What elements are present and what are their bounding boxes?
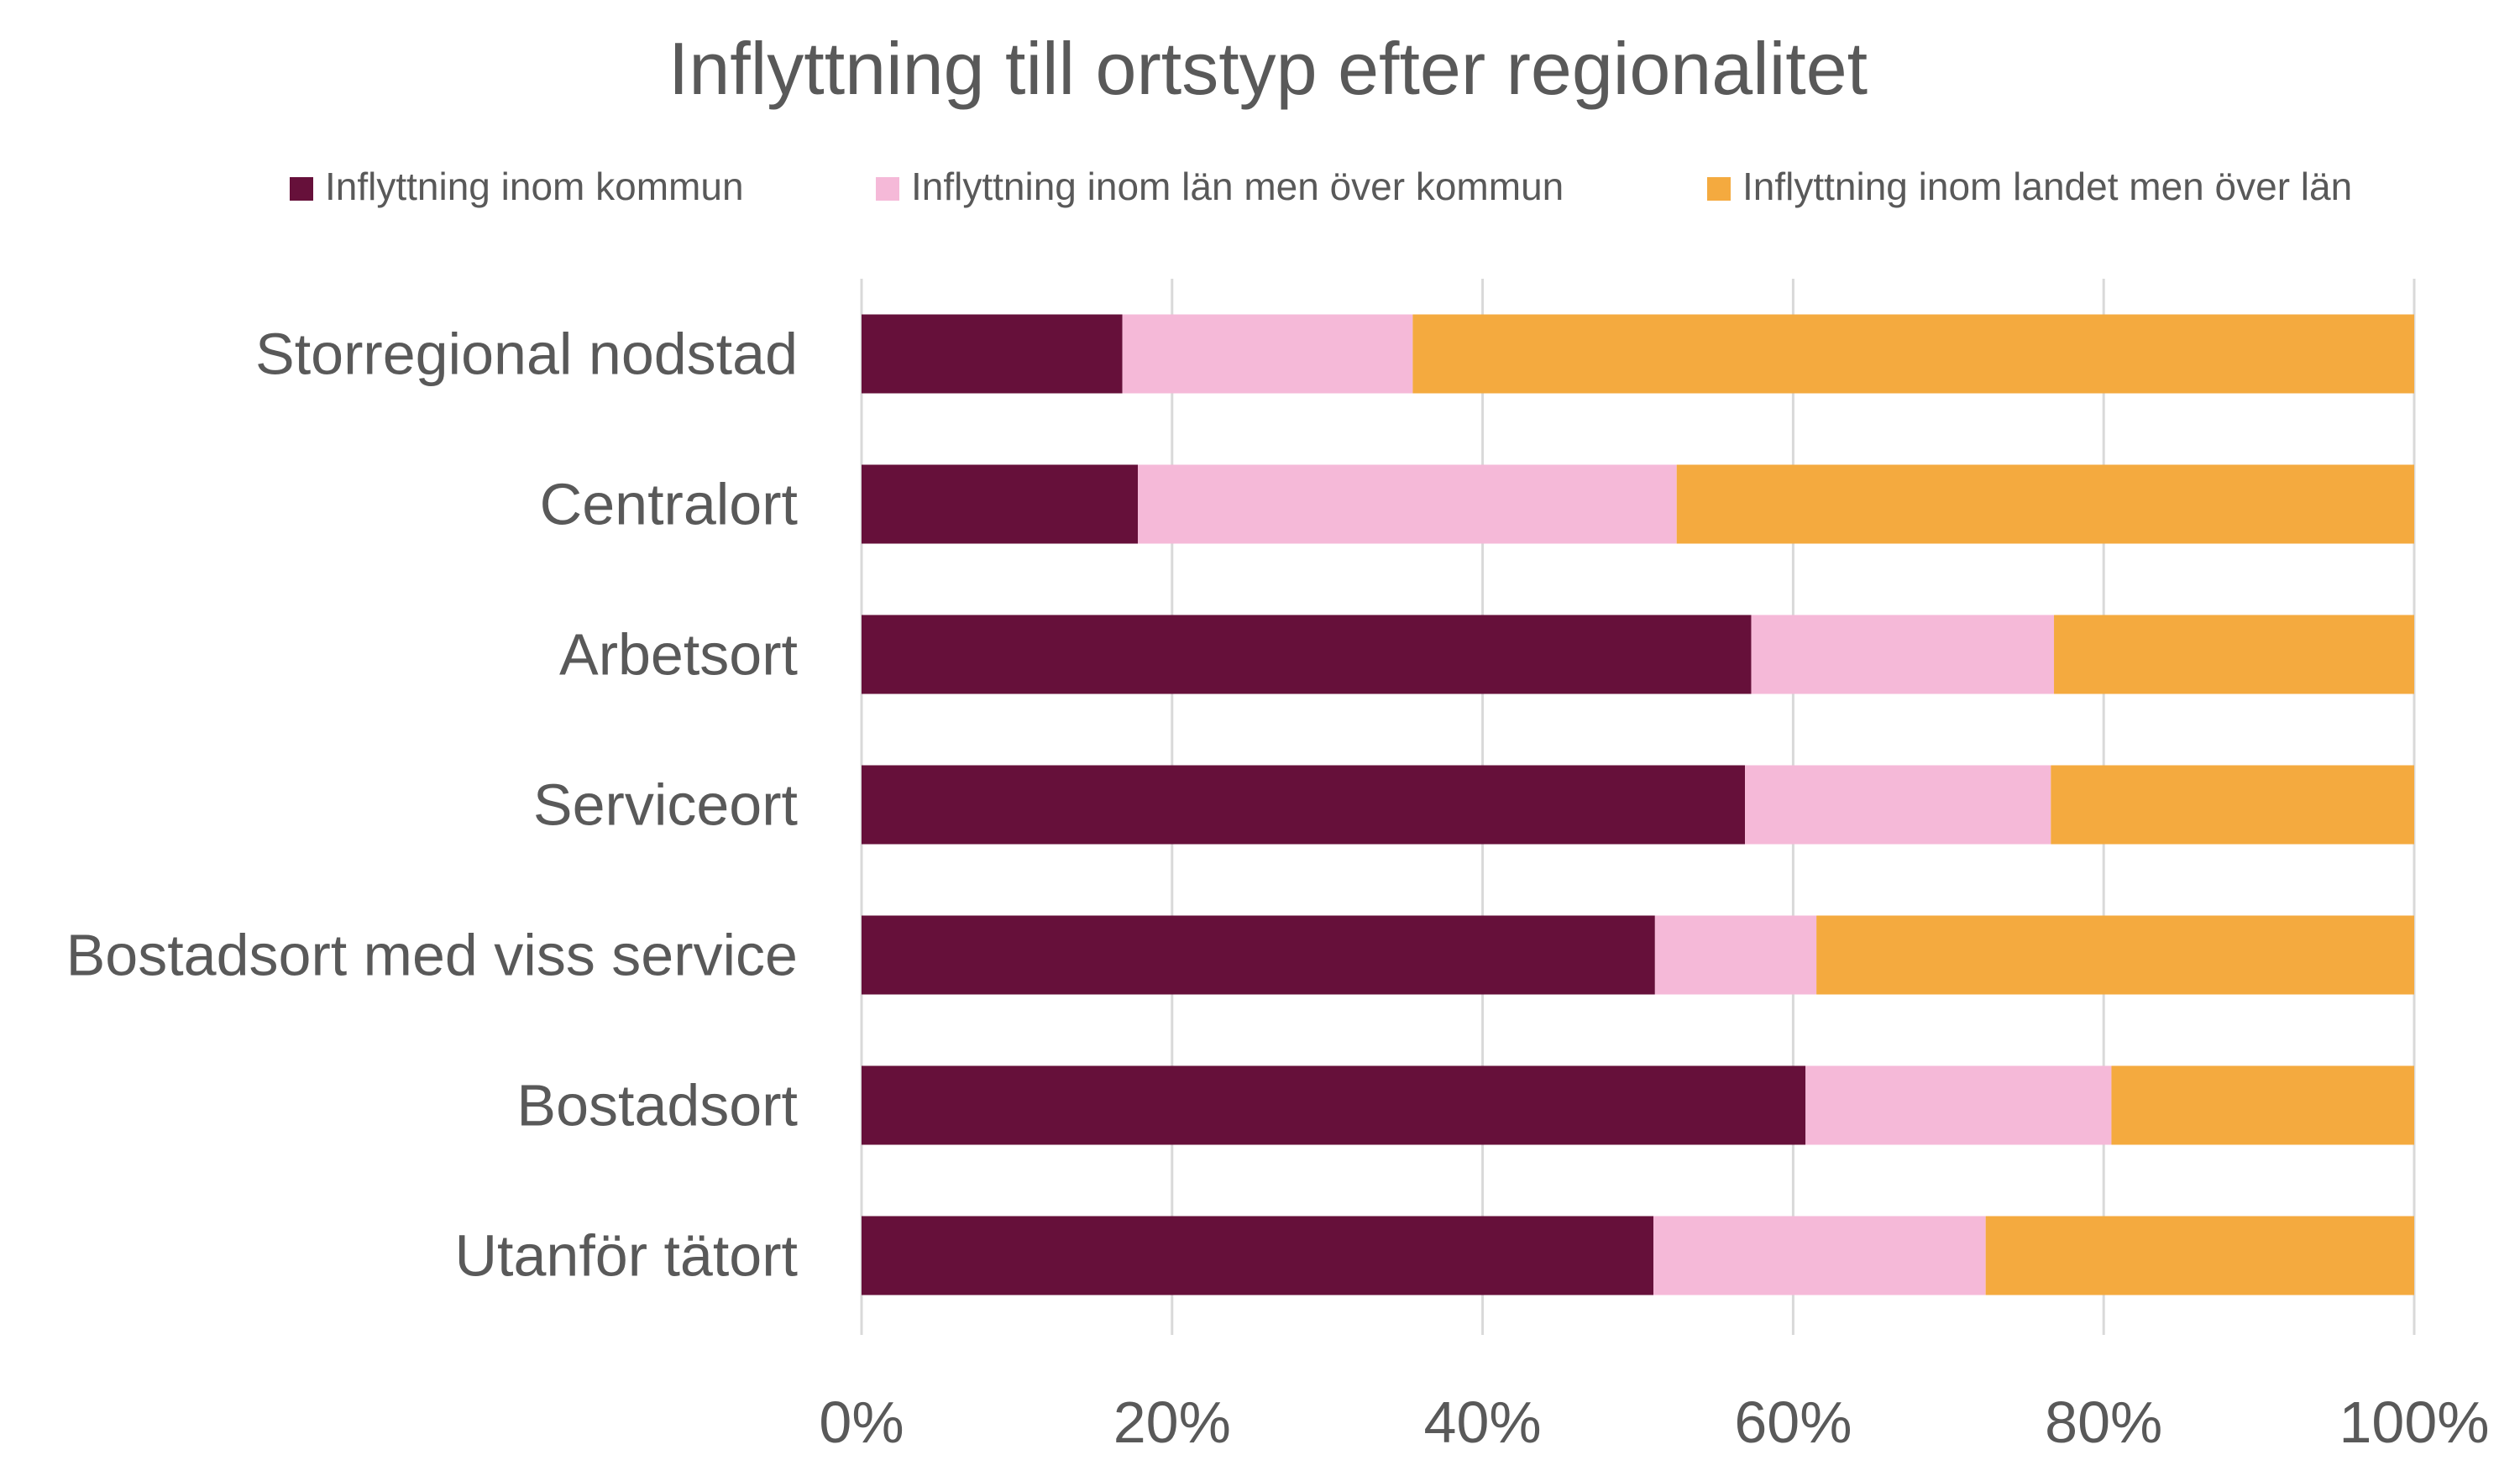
category-label: Bostadsort med viss service [66, 923, 798, 988]
bar-row [862, 765, 2414, 845]
legend-swatch [290, 177, 313, 201]
category-label: Utanför tätort [454, 1223, 798, 1289]
legend-label: Inflyttning inom län men över kommun [911, 165, 1564, 208]
chart-title: Inflyttning till ortstyp efter regionali… [668, 27, 1868, 110]
bar-row [862, 615, 2414, 694]
legend-item: Inflyttning inom kommun [290, 165, 744, 208]
bar-segment [1653, 1216, 1986, 1295]
bar-segment [1138, 464, 1677, 544]
bar-segment [1805, 1065, 2112, 1145]
tick-label: 60% [1734, 1389, 1852, 1455]
bar-segment [1676, 464, 2414, 544]
bar-segment [2051, 765, 2414, 845]
bar-row [862, 1216, 2414, 1295]
legend-label: Inflyttning inom kommun [325, 165, 744, 208]
bar-row [862, 1065, 2414, 1145]
tick-label: 20% [1113, 1389, 1231, 1455]
bar-segment [862, 314, 1123, 394]
bar-segment [1122, 314, 1413, 394]
bar-segment [862, 1065, 1806, 1145]
tick-label: 40% [1424, 1389, 1542, 1455]
bar-segment [2111, 1065, 2414, 1145]
bar-segment [1816, 915, 2414, 995]
legend-item: Inflyttning inom landet men över län [1707, 165, 2352, 208]
category-label: Centralort [540, 472, 798, 537]
legend-swatch [876, 177, 899, 201]
bar-segment [862, 615, 1752, 694]
tick-label: 0% [819, 1389, 904, 1455]
category-axis-labels: Storregional nodstad Centralort Arbetsort S… [66, 322, 798, 1289]
category-label: Bostadsort [516, 1073, 798, 1138]
bar-row [862, 314, 2414, 394]
category-label: Serviceort [533, 772, 798, 838]
tick-label: 80% [2045, 1389, 2162, 1455]
bar-segment [862, 464, 1139, 544]
bar-segment [862, 765, 1746, 845]
bar-row [862, 915, 2414, 995]
tick-label: 100% [2339, 1389, 2489, 1455]
bar-segment [2054, 615, 2414, 694]
legend-item: Inflyttning inom län men över kommun [876, 165, 1564, 208]
bar-segment [1985, 1216, 2414, 1295]
bar-segment [862, 915, 1655, 995]
category-label: Storregional nodstad [255, 322, 798, 387]
bar-segment [1412, 314, 2414, 394]
bar-row [862, 464, 2414, 544]
bars [862, 314, 2414, 1295]
value-axis-labels: 0% 20% 40% 60% 80% 100% [819, 1389, 2489, 1455]
bar-segment [1745, 765, 2051, 845]
bar-segment [862, 1216, 1653, 1295]
bar-segment [1654, 915, 1817, 995]
bar-segment [1751, 615, 2055, 694]
category-label: Arbetsort [559, 622, 798, 688]
legend-swatch [1707, 177, 1731, 201]
legend-label: Inflyttning inom landet men över län [1742, 165, 2352, 208]
legend: Inflyttning inom kommun Inflyttning inom … [290, 165, 2352, 208]
